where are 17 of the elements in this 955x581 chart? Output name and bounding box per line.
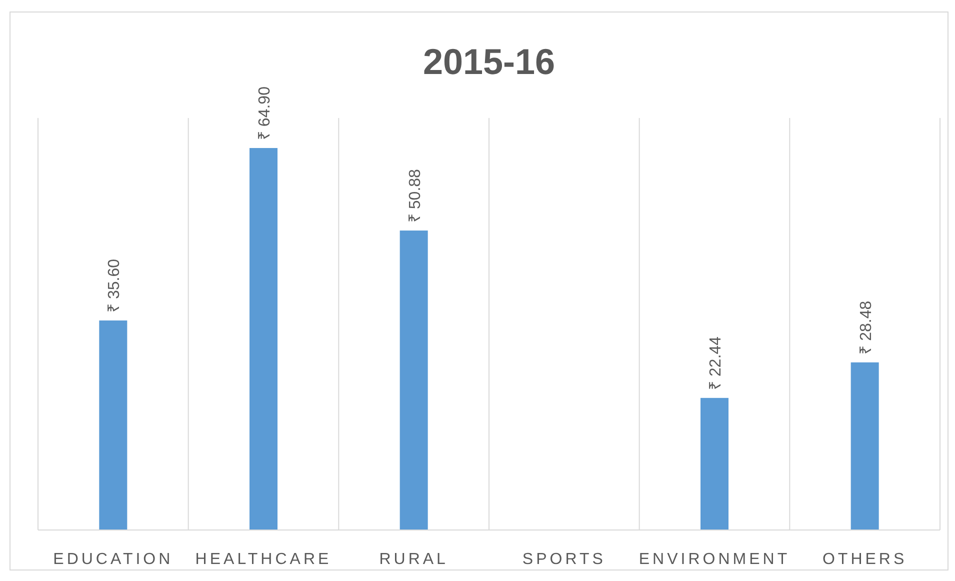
bar [850,362,879,530]
x-tick-label: EDUCATION [53,551,174,568]
x-tick-label: OTHERS [822,551,908,568]
bar [250,148,278,530]
x-tick-label: HEALTHCARE [195,551,332,568]
x-tick-label: SPORTS [522,551,606,568]
bar [700,398,728,530]
bar [99,320,128,530]
data-label: ₹ 28.48 [858,300,875,354]
chart-title: 2015-16 [422,41,556,82]
data-label: ₹ 64.90 [256,86,274,140]
data-label: ₹ 22.44 [708,336,724,390]
x-tick-label: RURAL [379,551,448,568]
bar [400,230,428,530]
data-label: ₹ 50.88 [406,168,424,223]
x-tick-label: ENVIRONMENT [638,551,790,568]
data-label: ₹ 35.60 [106,258,124,312]
